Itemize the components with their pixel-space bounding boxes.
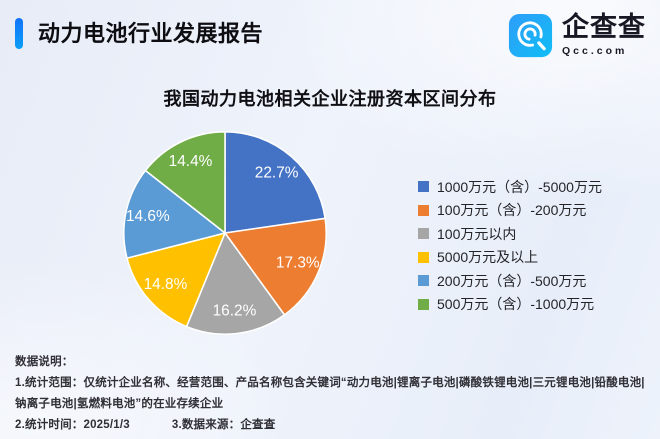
legend-label: 100万元以内 [437,225,517,242]
pie-slice-label-5: 14.4% [169,153,213,170]
qcc-logo-text: 企查查 Qcc.com [562,12,646,58]
legend-item-1: 100万元（含）-200万元 [418,201,602,220]
pie-slice-label-2: 16.2% [213,302,257,319]
legend-swatch [418,298,429,310]
notes-row: 2.统计时间：2025/1/3 3.数据来源：企查查 [15,415,647,436]
legend-swatch [418,251,429,263]
title-accent-bar [15,18,23,49]
legend-label: 1000万元（含）-5000万元 [437,178,602,195]
brand-domain: Qcc.com [562,45,628,57]
pie-slice-0 [224,131,326,234]
pie-slice-5 [144,131,226,234]
brand-name: 企查查 [562,12,646,42]
pie-chart-svg: 22.7% 17.3% 16.2% 14.8% 14.6% 14.4% [123,131,327,335]
legend-item-4: 200万元（含）-500万元 [418,271,602,290]
legend-swatch [418,181,429,192]
legend-label: 200万元（含）-500万元 [437,272,587,289]
pie-slice-label-0: 22.7% [255,164,299,181]
legend-item-2: 100万元以内 [418,224,602,243]
note-source: 3.数据来源：企查查 [171,419,276,431]
legend-item-5: 500万元（含）-1000万元 [418,295,602,314]
qcc-logo: 企查查 Qcc.com [508,13,646,58]
pie-slice-3 [126,232,226,328]
legend-label: 100万元（含）-200万元 [437,202,587,218]
chart-title: 我国动力电池相关企业注册资本区间分布 [163,89,497,109]
pie-slice-1 [224,217,327,316]
qcc-logo-icon [508,13,553,58]
legend-label: 500万元（含）-1000万元 [437,296,595,312]
pie-slice-label-1: 17.3% [276,255,320,272]
note-scope: 1.统计范围：仅统计企业名称、经营范围、产品名称包含关键词“动力电池|锂离子电池… [15,377,645,410]
notes-heading: 数据说明： [15,356,74,368]
data-notes: 数据说明： 1.统计范围：仅统计企业名称、经营范围、产品名称包含关键词“动力电池… [15,352,647,436]
legend-item-0: 1000万元（含）-5000万元 [418,177,602,196]
legend-swatch [418,204,429,216]
legend-item-3: 5000万元及以上 [418,248,602,267]
note-time: 2.统计时间：2025/1/3 [15,419,130,431]
legend-label: 5000万元及以上 [437,249,539,265]
pie-chart: 22.7% 17.3% 16.2% 14.8% 14.6% 14.4% [119,127,331,339]
pie-slice-label-3: 14.8% [144,276,188,293]
chart-legend: 1000万元（含）-5000万元 100万元（含）-200万元 100万元以内 500… [418,177,602,314]
pie-slice-4 [123,169,226,259]
legend-swatch [418,275,429,286]
pie-slice-2 [185,232,286,335]
report-title: 动力电池行业发展报告 [38,21,264,46]
pie-slice-label-4: 14.6% [126,208,170,225]
legend-swatch [418,228,429,239]
